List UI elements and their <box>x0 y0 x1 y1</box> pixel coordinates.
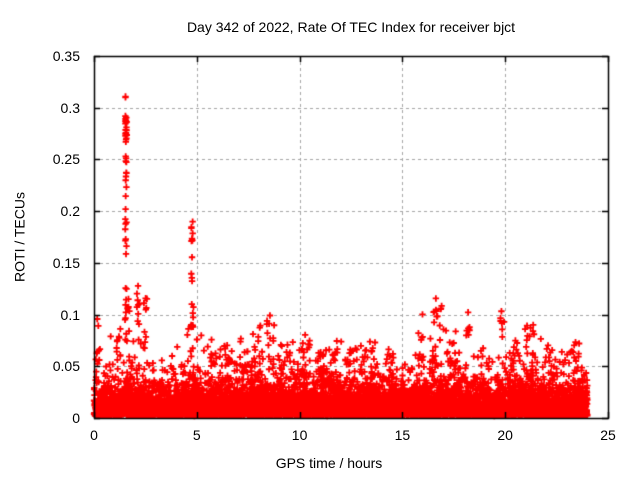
y-tick-label: 0.35 <box>52 48 80 64</box>
y-tick-label: 0.05 <box>52 358 80 375</box>
x-tick-label: 20 <box>497 427 513 443</box>
x-tick-label: 25 <box>600 427 616 443</box>
y-tick-label: 0.1 <box>60 306 80 323</box>
y-tick-label: 0.3 <box>60 99 80 116</box>
x-tick-label: 10 <box>291 427 308 443</box>
x-tick-label: 15 <box>394 427 411 443</box>
y-tick-label: 0.15 <box>52 254 80 271</box>
x-tick-label: 0 <box>90 427 98 443</box>
y-tick-label: 0 <box>72 410 80 426</box>
y-tick-label: 0.2 <box>60 203 80 220</box>
y-tick-label: 0.25 <box>52 151 80 168</box>
x-tick-label: 5 <box>192 427 201 443</box>
chart-title: Day 342 of 2022, Rate Of TEC Index for r… <box>186 19 516 35</box>
x-axis-label: GPS time / hours <box>275 455 383 471</box>
